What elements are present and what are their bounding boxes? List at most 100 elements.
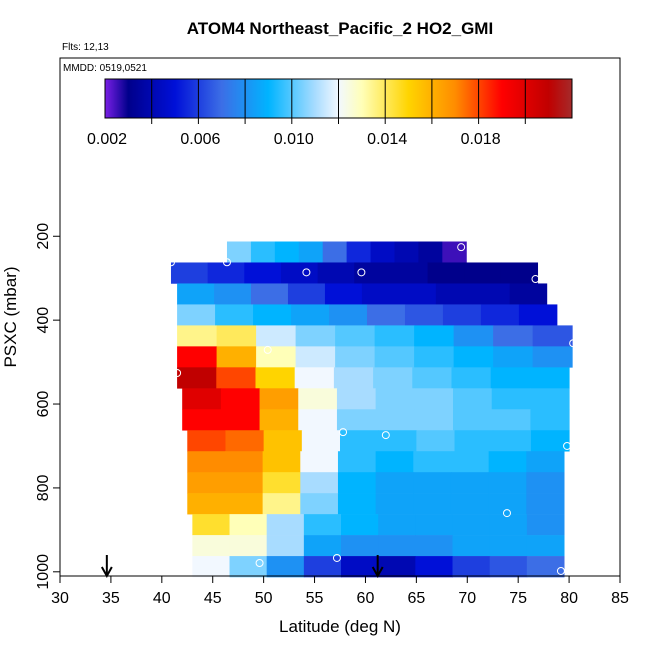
cell <box>220 409 261 431</box>
cell <box>220 388 261 410</box>
cell <box>509 283 548 305</box>
cell <box>374 346 415 368</box>
cell <box>266 556 305 578</box>
cell <box>324 283 363 305</box>
x-tick-label: 60 <box>357 590 375 607</box>
obs-point <box>166 258 175 267</box>
cell <box>453 346 494 368</box>
cell <box>266 535 305 557</box>
arrow <box>100 555 113 579</box>
y-tick-label: 600 <box>35 391 52 418</box>
cell <box>452 556 491 578</box>
cell <box>489 514 528 536</box>
cell <box>337 472 377 494</box>
cell <box>177 325 218 347</box>
cell <box>414 409 454 431</box>
cell <box>472 283 511 305</box>
obs-point <box>302 268 311 277</box>
cell <box>300 472 339 494</box>
cell <box>187 493 226 515</box>
y-tick-label: 200 <box>35 223 52 250</box>
cell <box>488 472 527 494</box>
cell <box>529 367 570 389</box>
cell <box>378 535 416 557</box>
cell <box>192 535 231 557</box>
obs-point <box>563 441 572 450</box>
cell <box>493 346 534 368</box>
cell <box>530 409 570 431</box>
cell <box>526 451 565 473</box>
cell <box>378 514 416 536</box>
cell <box>300 451 339 473</box>
cell <box>298 409 338 431</box>
cell <box>414 388 454 410</box>
cell <box>452 535 491 557</box>
cell <box>280 262 319 284</box>
cell <box>262 493 301 515</box>
x-tick-label: 55 <box>306 590 324 607</box>
cell <box>427 262 465 284</box>
cell <box>224 472 264 494</box>
cell <box>480 304 520 326</box>
cell <box>322 241 348 263</box>
cell <box>295 325 336 347</box>
cell <box>177 346 218 368</box>
y-tick-label: 400 <box>35 307 52 334</box>
cell <box>464 262 502 284</box>
cell <box>415 535 454 557</box>
cell <box>251 283 289 305</box>
obs-point <box>531 275 540 284</box>
cell <box>526 493 565 515</box>
cell <box>518 304 558 326</box>
y-axis-label: PSXC (mbar) <box>1 266 20 367</box>
cell <box>375 493 414 515</box>
cell <box>255 367 296 389</box>
x-tick-label: 35 <box>102 590 120 607</box>
cell <box>453 388 493 410</box>
x-tick-label: 45 <box>204 590 222 607</box>
cell <box>295 346 336 368</box>
colorbar-tick-label: 0.006 <box>180 131 220 148</box>
cell <box>413 451 452 473</box>
x-tick-label: 30 <box>51 590 69 607</box>
y-tick-label: 1000 <box>35 554 52 590</box>
cell <box>224 493 264 515</box>
colorbar-tick-label: 0.018 <box>461 131 501 148</box>
cell <box>370 241 395 263</box>
cell <box>177 304 216 326</box>
cell <box>490 367 531 389</box>
cell <box>187 451 226 473</box>
cell <box>298 388 338 410</box>
cell <box>187 472 226 494</box>
obs-point <box>381 431 390 440</box>
cell <box>354 262 392 284</box>
cell <box>253 304 292 326</box>
cell <box>177 283 215 305</box>
x-tick-label: 80 <box>560 590 578 607</box>
cell <box>450 451 490 473</box>
cell <box>170 262 209 284</box>
cell <box>303 514 342 536</box>
cell <box>394 241 419 263</box>
cell <box>329 304 368 326</box>
x-tick-label: 75 <box>509 590 527 607</box>
cell <box>489 535 528 557</box>
cell <box>301 430 341 452</box>
cell <box>526 535 565 557</box>
plot-frame <box>59 57 621 577</box>
cell <box>532 325 573 347</box>
cell <box>177 367 217 389</box>
cell <box>335 325 376 347</box>
cell <box>337 493 377 515</box>
cell <box>226 241 252 263</box>
cell <box>488 493 527 515</box>
obs-point <box>569 339 578 348</box>
obs-point <box>339 428 348 437</box>
cell <box>416 430 456 452</box>
cell <box>225 430 265 452</box>
obs-point <box>255 558 264 567</box>
arrow <box>371 555 384 579</box>
cell <box>418 241 443 263</box>
cell <box>413 472 452 494</box>
cell <box>415 556 454 578</box>
